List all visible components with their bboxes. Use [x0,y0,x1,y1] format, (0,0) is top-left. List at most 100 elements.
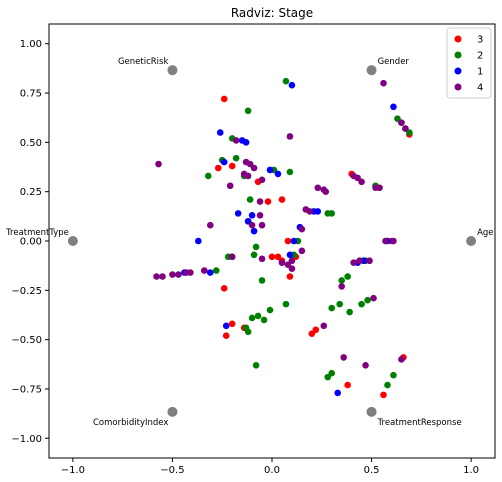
data-point [214,164,222,172]
data-point [256,198,264,205]
anchor-point [67,236,78,246]
data-point [226,182,234,190]
data-point [220,158,228,166]
anchor-point [366,406,377,417]
data-point [195,237,202,245]
data-point [328,369,336,377]
data-point [356,257,363,265]
x-tick-label: 0.5 [364,465,380,476]
data-point [206,221,214,229]
data-point [398,119,405,126]
chart-title: Radviz: Stage [231,6,313,20]
data-point [175,271,182,278]
data-point [250,251,258,259]
series-4 [153,79,409,369]
data-point [266,166,274,174]
data-point [384,381,391,389]
legend: 3 2 1 4 [446,27,492,99]
data-point [258,277,266,284]
data-point [278,259,286,267]
data-point [260,316,268,324]
anchor-label: Gender [378,57,410,67]
legend-label: 3 [477,35,483,46]
x-tick-label: −0.5 [160,465,184,476]
data-point [264,198,272,205]
data-point [346,308,353,316]
data-point [336,300,344,308]
data-point [286,133,294,140]
data-point [282,300,290,308]
data-point [278,196,286,203]
data-point [258,176,266,184]
data-point [286,273,294,280]
y-tick-label: −0.50 [11,335,42,346]
data-point [288,81,296,89]
legend-marker [454,35,462,43]
y-tick-label: 0.50 [20,138,42,149]
data-point [314,208,322,215]
data-point [266,306,274,314]
y-tick-label: 0.00 [20,237,42,248]
y-tick-label: −0.25 [11,286,42,297]
data-point [234,210,242,217]
data-point [298,225,306,233]
anchor-label: TreatmentResponse [377,418,462,428]
data-point [274,253,282,261]
data-point [358,178,365,186]
data-point [350,259,357,267]
data-point [244,328,252,336]
y-tick-label: −0.75 [11,384,42,395]
y-tick-label: −1.00 [11,434,42,445]
data-point [376,184,383,192]
data-point [256,212,264,219]
data-point [306,208,314,215]
data-point [220,285,228,292]
data-point [284,237,292,245]
legend-label: 1 [477,67,483,78]
data-point [250,227,258,235]
data-point [382,237,389,245]
data-point [288,257,296,265]
plot-area [49,24,495,458]
x-tick-label: 0.0 [264,465,280,476]
data-point [232,137,240,144]
data-point [155,160,162,168]
axes-layer: −1.0 −0.5 0.0 0.5 1.0 1.00 0.75 0.50 0.25 0.00 −0.… [11,39,479,476]
legend-marker [454,83,462,91]
data-point [216,129,224,136]
data-point [159,273,166,280]
data-point [328,210,336,217]
data-point [380,79,387,87]
data-point [312,326,320,334]
data-point [228,253,236,261]
legend-label: 2 [477,51,483,62]
data-point [402,125,409,132]
data-point [274,170,282,178]
data-point [290,237,298,245]
x-tick-label: −1.0 [61,465,85,476]
data-point [252,361,260,369]
data-point [286,251,294,259]
data-point [228,320,236,328]
data-point [252,243,260,251]
data-point [248,221,256,229]
data-point [390,371,397,379]
data-point [366,257,373,265]
anchor-point [466,236,477,246]
data-point [286,168,294,176]
anchor-point [167,406,178,417]
data-point [246,196,254,203]
data-point [322,188,330,195]
data-point [187,269,194,276]
data-point [169,271,176,278]
data-point [232,154,240,162]
data-point [334,389,342,397]
data-point [268,253,276,261]
anchors-layer: Age Gender GeneticRisk TreatmentType Comorbi… [5,57,493,428]
data-point [206,269,214,276]
data-point [328,304,336,312]
data-point [344,273,351,280]
data-point [320,322,328,330]
data-point [358,300,365,308]
data-point [362,361,369,369]
